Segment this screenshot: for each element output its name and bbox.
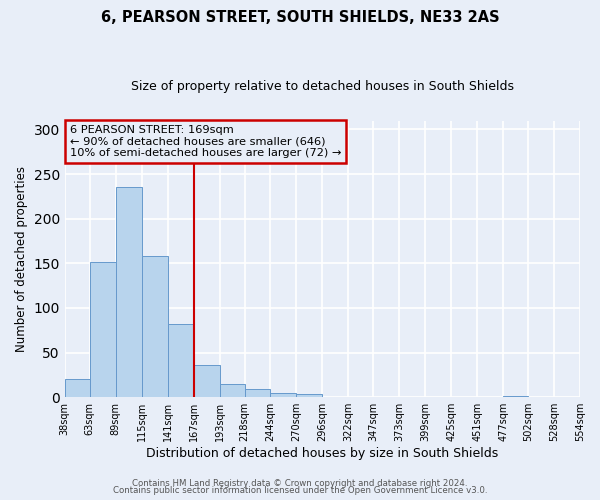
Text: Contains public sector information licensed under the Open Government Licence v3: Contains public sector information licen… <box>113 486 487 495</box>
Bar <box>90 262 116 397</box>
Bar <box>194 365 220 397</box>
Bar <box>271 392 296 397</box>
Bar <box>65 380 90 397</box>
Bar <box>142 256 167 397</box>
Bar <box>116 188 142 397</box>
Title: Size of property relative to detached houses in South Shields: Size of property relative to detached ho… <box>131 80 514 93</box>
Text: 6 PEARSON STREET: 169sqm
← 90% of detached houses are smaller (646)
10% of semi-: 6 PEARSON STREET: 169sqm ← 90% of detach… <box>70 124 341 158</box>
X-axis label: Distribution of detached houses by size in South Shields: Distribution of detached houses by size … <box>146 447 499 460</box>
Bar <box>245 389 271 397</box>
Bar <box>503 396 528 397</box>
Y-axis label: Number of detached properties: Number of detached properties <box>15 166 28 352</box>
Bar <box>220 384 245 397</box>
Text: Contains HM Land Registry data © Crown copyright and database right 2024.: Contains HM Land Registry data © Crown c… <box>132 478 468 488</box>
Text: 6, PEARSON STREET, SOUTH SHIELDS, NE33 2AS: 6, PEARSON STREET, SOUTH SHIELDS, NE33 2… <box>101 10 499 25</box>
Bar <box>296 394 322 397</box>
Bar <box>167 324 194 397</box>
